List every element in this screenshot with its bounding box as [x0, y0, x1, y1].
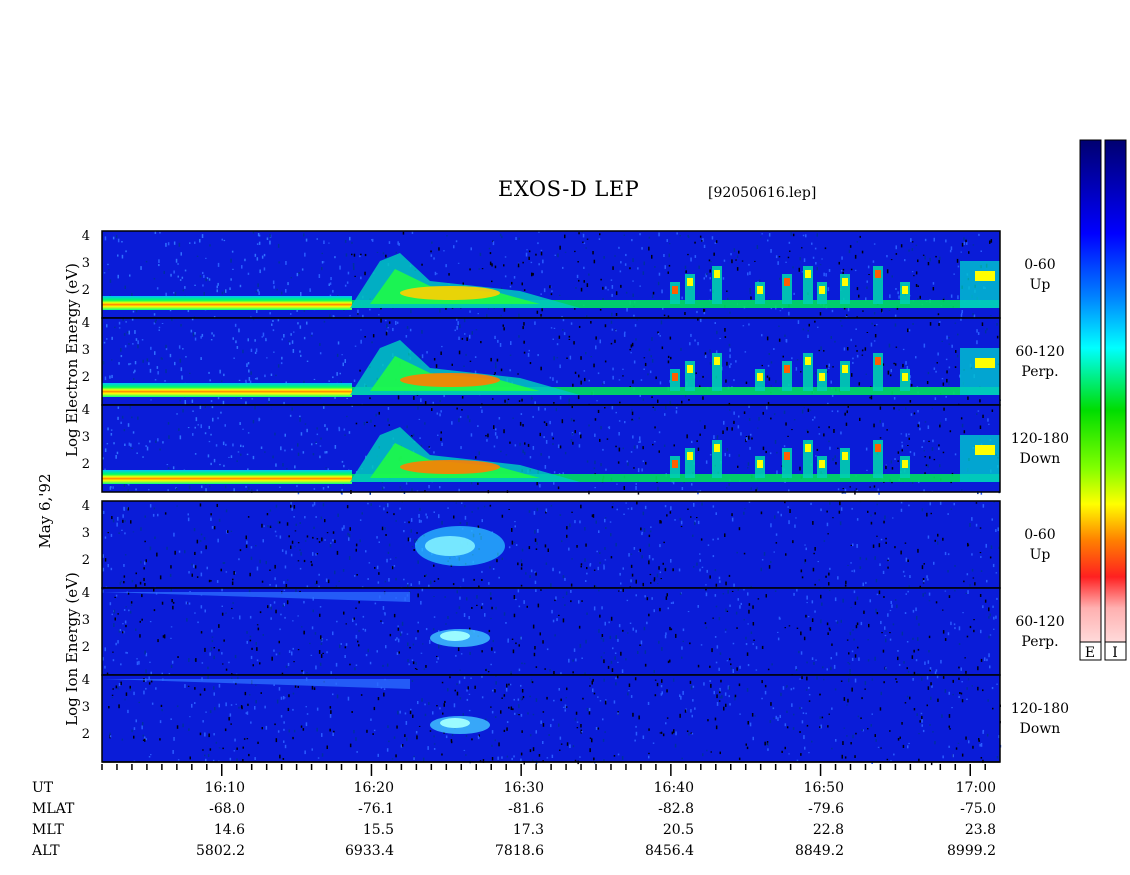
y-tick-label: 4	[81, 499, 90, 514]
spectrogram-panel	[101, 587, 1001, 679]
panel-label: 120-180 Down	[1005, 429, 1075, 469]
chart-title: EXOS-D LEP	[498, 177, 640, 201]
panel-direction-label: Perp.	[1021, 364, 1059, 380]
panel-range-label: 0-60	[1024, 527, 1056, 543]
panel-direction-label: Perp.	[1021, 634, 1059, 650]
y-tick-label: 4	[81, 673, 90, 688]
panel-range-label: 120-180	[1010, 701, 1070, 717]
panel-direction-label: Down	[1019, 451, 1061, 467]
mlat-row-label: MLAT	[32, 801, 75, 817]
y-tick-label: 3	[81, 256, 90, 271]
electron-colorbar	[1079, 139, 1102, 661]
spectrogram-panel	[101, 317, 1001, 409]
y-tick-label: 3	[81, 526, 90, 541]
ut-value: 16:20	[353, 780, 394, 796]
ut-value: 16:40	[653, 780, 694, 796]
panel-direction-label: Down	[1019, 721, 1061, 737]
mlat-value: -68.0	[209, 801, 245, 817]
mlt-value: 22.8	[812, 822, 844, 838]
alt-value: 8999.2	[947, 843, 996, 859]
panel-label: 0-60 Up	[1005, 525, 1075, 565]
y-tick-label: 4	[81, 316, 90, 331]
ut-value: 16:50	[803, 780, 844, 796]
spectrogram-panel	[101, 230, 1001, 321]
panel-range-label: 60-120	[1015, 614, 1065, 630]
y-tick-label: 2	[81, 640, 90, 655]
mlt-value: 14.6	[213, 822, 245, 838]
y-tick-label: 2	[81, 283, 90, 298]
y-tick-label: 2	[81, 553, 90, 568]
ut-value: 17:00	[955, 780, 996, 796]
y-tick-label: 3	[81, 613, 90, 628]
y-tick-label: 2	[81, 457, 90, 472]
spectrogram-panel	[101, 500, 1001, 591]
y-tick-label: 4	[81, 586, 90, 601]
alt-value: 6933.4	[345, 843, 394, 859]
alt-value: 8456.4	[645, 843, 694, 859]
y-tick-label: 4	[81, 229, 90, 244]
mlat-value: -79.6	[808, 801, 844, 817]
panel-label: 0-60 Up	[1005, 255, 1075, 295]
mlat-value: -75.0	[960, 801, 996, 817]
colorbar-label-e: E	[1085, 645, 1095, 661]
mlt-value: 23.8	[964, 822, 996, 838]
panel-range-label: 120-180	[1010, 431, 1070, 447]
ut-row-label: UT	[32, 780, 54, 796]
mlt-value: 17.3	[512, 822, 544, 838]
alt-value: 8849.2	[795, 843, 844, 859]
y-tick-label: 2	[81, 727, 90, 742]
panel-label: 60-120 Perp.	[1005, 612, 1075, 652]
y-tick-label: 2	[81, 370, 90, 385]
mlt-row-label: MLT	[32, 822, 64, 838]
panel-range-label: 0-60	[1024, 257, 1056, 273]
file-label: [92050616.lep]	[708, 185, 817, 201]
alt-value: 5802.2	[196, 843, 245, 859]
mlat-value: -82.8	[658, 801, 694, 817]
panel-direction-label: Up	[1029, 277, 1051, 293]
spectrogram-panel	[101, 674, 1002, 766]
mlat-value: -76.1	[358, 801, 394, 817]
panel-label: 120-180 Down	[1005, 699, 1075, 739]
alt-value: 7818.6	[495, 843, 544, 859]
alt-row-label: ALT	[32, 843, 60, 859]
mlt-value: 15.5	[362, 822, 394, 838]
ut-value: 16:10	[204, 780, 245, 796]
colorbar-label-i: I	[1112, 645, 1118, 661]
y-tick-label: 4	[81, 403, 90, 418]
ut-value: 16:30	[503, 780, 544, 796]
panel-direction-label: Up	[1029, 547, 1051, 563]
panel-range-label: 60-120	[1015, 344, 1065, 360]
y-tick-label: 3	[81, 700, 90, 715]
ion-colorbar	[1104, 139, 1127, 661]
y-tick-label: 3	[81, 430, 90, 445]
panel-label: 60-120 Perp.	[1005, 342, 1075, 382]
y-tick-label: 3	[81, 343, 90, 358]
spectrogram-panel	[101, 404, 1001, 495]
mlat-value: -81.6	[508, 801, 544, 817]
mlt-value: 20.5	[662, 822, 694, 838]
